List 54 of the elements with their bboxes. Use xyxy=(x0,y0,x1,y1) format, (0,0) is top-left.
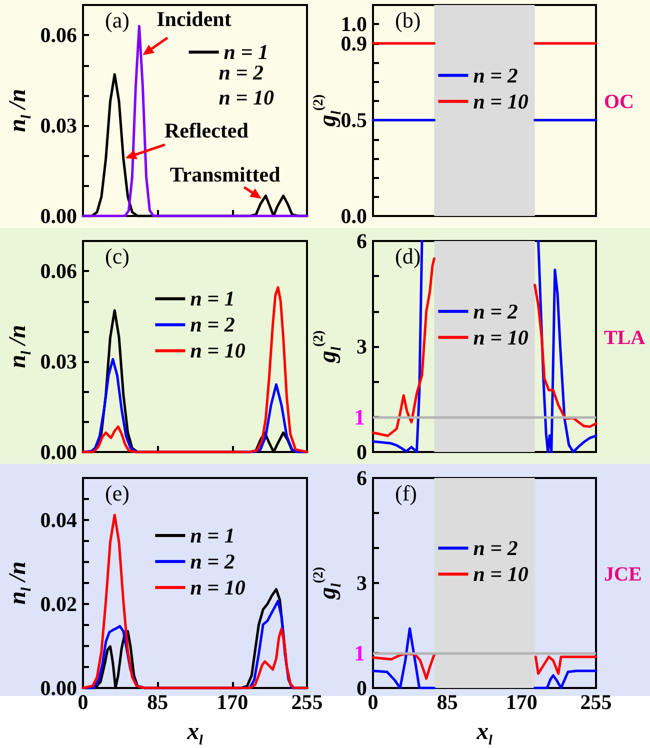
annotation: (a) xyxy=(105,8,130,32)
text: OC xyxy=(604,91,634,114)
legend-label: n = 2 xyxy=(473,299,518,324)
x-tick-label: 170 xyxy=(216,690,248,714)
line-series xyxy=(82,514,308,690)
y-tick-label: 0.00 xyxy=(40,204,77,228)
y-tick-label: 0.04 xyxy=(40,508,78,532)
legend-label: n = 2 xyxy=(473,536,518,560)
x-tick-label: 85 xyxy=(147,690,168,714)
legend-label: n = 10 xyxy=(190,338,246,363)
annotation: Reflected xyxy=(164,118,249,143)
annotation: (f) xyxy=(395,480,417,506)
annotation: (e) xyxy=(105,480,130,506)
y-tick-label: 0.06 xyxy=(40,259,77,284)
y-tick-label: 0.02 xyxy=(40,592,77,616)
legend-label: n = 2 xyxy=(190,550,236,574)
legend-label: n = 2 xyxy=(473,63,518,88)
y-tick-label: 0.0 xyxy=(340,204,367,228)
annotation: Transmitted xyxy=(170,162,281,187)
y-tick-label: 0.03 xyxy=(40,350,77,374)
y-axis-title: nl /n xyxy=(5,324,34,368)
y-tick-label: 3 xyxy=(356,334,367,358)
legend-label: n = 10 xyxy=(190,576,246,600)
y-tick-label: 0.03 xyxy=(40,114,77,138)
y-tick-label: 6 xyxy=(356,229,367,253)
annotation: (c) xyxy=(105,244,130,268)
y-tick-label: 0.06 xyxy=(40,23,77,48)
y-axis-title: nl /n xyxy=(5,88,34,132)
legend-label: n = 2 xyxy=(190,312,236,337)
annotation: (b) xyxy=(395,8,421,32)
legend-label: n = 1 xyxy=(190,286,235,311)
legend-label: n = 10 xyxy=(473,562,529,586)
text: TLA xyxy=(604,327,646,350)
annotation: Incident xyxy=(156,7,232,32)
y-axis-title: gl(2) xyxy=(312,330,344,364)
x-tick-label: 255 xyxy=(580,690,612,714)
y-tick-label: 6 xyxy=(356,466,367,490)
y-tick-label: 0.00 xyxy=(40,440,77,464)
text: JCE xyxy=(604,564,642,586)
annotation: (d) xyxy=(395,244,421,268)
y-axis-title: nl /n xyxy=(5,561,34,605)
legend-label: n = 1 xyxy=(190,524,235,548)
x-tick-label: 255 xyxy=(291,690,323,714)
y-axis-title: gl(2) xyxy=(312,566,344,600)
y-tick-label: 0 xyxy=(356,440,367,464)
legend-label: n = 10 xyxy=(473,89,529,114)
y-tick-label: 0.00 xyxy=(40,676,77,700)
annotation: n = 10 xyxy=(218,86,274,110)
legend-label: n = 10 xyxy=(473,325,529,350)
ref-line-label: 1 xyxy=(354,404,365,430)
ref-line-label: 1 xyxy=(354,640,365,666)
y-tick-label: 3 xyxy=(356,571,367,595)
x-tick-label: 170 xyxy=(506,690,538,714)
x-tick-label: 85 xyxy=(436,690,458,714)
